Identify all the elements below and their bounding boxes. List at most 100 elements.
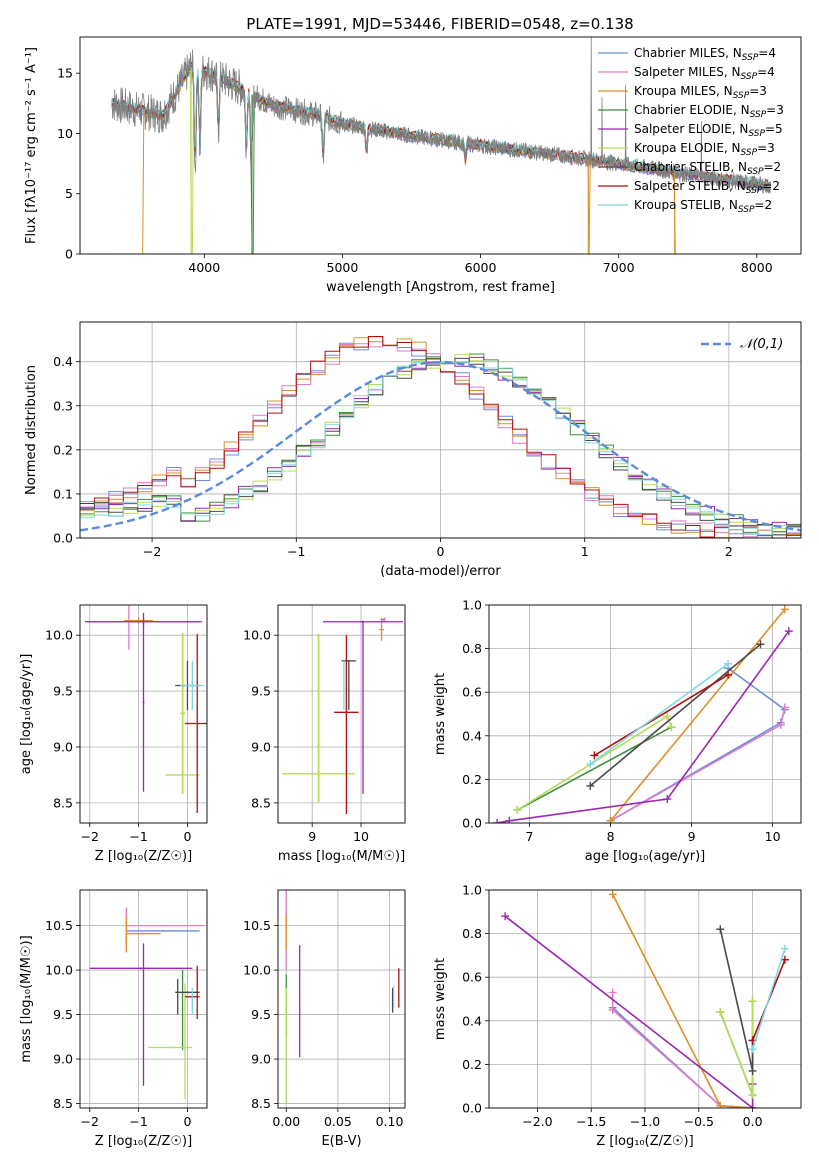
mass-vs-ebv-panel: 0.00 0.05 0.10 8.5 9.0 9.5 10.0 10.5 E(B-V) <box>243 889 406 1149</box>
legend-entry: Chabrier ELODIE, NSSP=3 <box>634 103 784 120</box>
x-tick-label: −1.5 <box>576 1114 606 1129</box>
legend-value: =3 <box>766 103 784 117</box>
x-axis-label: Z [log₁₀(Z/Z☉)] <box>95 849 192 864</box>
x-tick-label: 0.05 <box>324 1114 352 1129</box>
weight-marker <box>513 805 522 814</box>
axes: −2 −1 0 8.5 9.0 9.5 10.0 Z [log₁₀(Z/Z☉)] age [lo… <box>19 604 208 864</box>
plot-area <box>493 605 793 823</box>
x-tick-label: −1.0 <box>630 1114 660 1129</box>
x-tick-label: −2 <box>81 829 99 844</box>
y-tick-label: 0.4 <box>53 354 73 369</box>
legend-value: =5 <box>765 122 783 136</box>
legend-subscript: SSP <box>746 186 763 196</box>
legend-subscript: SSP <box>741 148 758 158</box>
y-tick-label: 9.5 <box>53 1007 73 1022</box>
y-tick-label: 15 <box>57 66 73 81</box>
y-tick-label: 1.0 <box>462 598 482 613</box>
residuals-panel: −2 −1 0 1 2 0.0 0.1 0.2 0.3 0.4 (data-model)/error… <box>24 321 802 579</box>
axes-frame <box>79 889 208 1109</box>
axes-frame <box>277 889 406 1109</box>
weight-line-2 <box>609 608 786 822</box>
weight-marker <box>667 723 676 732</box>
x-tick-label: 10 <box>765 829 781 844</box>
weight-marker <box>586 760 595 769</box>
y-tick-label: 9.0 <box>251 1052 271 1067</box>
weight-line-8 <box>751 948 786 1050</box>
y-tick-label: 9.5 <box>251 1007 271 1022</box>
y-tick-label: 0.0 <box>53 531 73 546</box>
legend-subscript: SSP <box>742 53 759 63</box>
mass-vs-z-panel: −2 −1 0 8.5 9.0 9.5 10.0 10.5 Z [log₁₀(Z/Z☉)] mas… <box>19 889 208 1149</box>
y-tick-label: 8.5 <box>251 795 271 810</box>
legend-subscript: SSP <box>733 91 750 101</box>
weight-line-3 <box>517 726 672 811</box>
y-tick-label: 10.0 <box>243 963 271 978</box>
legend-subscript: SSP <box>747 167 764 177</box>
legend-entry: Kroupa MILES, NSSP=3 <box>634 84 767 101</box>
x-axis-label: Z [log₁₀(Z/Z☉)] <box>596 1134 693 1149</box>
figure-title: PLATE=1991, MJD=53446, FIBERID=0548, z=0… <box>246 15 633 33</box>
x-axis-label: Z [log₁₀(Z/Z☉)] <box>95 1134 192 1149</box>
weight-marker <box>748 1104 757 1108</box>
legend-value: =4 <box>757 65 775 79</box>
legend-value: =2 <box>762 179 780 193</box>
y-axis-label: age [log₁₀(age/yr)] <box>19 654 34 775</box>
x-tick-label: 0.0 <box>743 1114 763 1129</box>
x-tick-label: −2 <box>81 1114 99 1129</box>
x-axis-label: E(B-V) <box>321 1134 361 1149</box>
weight-marker <box>505 816 514 823</box>
weight-marker <box>663 712 672 721</box>
legend-value: =2 <box>754 198 772 212</box>
y-tick-label: 0.1 <box>53 486 73 501</box>
x-tick-label: 8000 <box>741 260 773 275</box>
x-tick-label: −0.5 <box>684 1114 714 1129</box>
x-axis-label: wavelength [Angstrom, rest frame] <box>326 280 555 295</box>
weight-marker <box>780 944 789 953</box>
axes-frame <box>277 604 406 824</box>
axes: 0.00 0.05 0.10 8.5 9.0 9.5 10.0 10.5 E(B-V) <box>243 889 406 1149</box>
axes: 9 10 8.5 9.0 9.5 10.0 mass [log₁₀(M/M☉)] <box>243 604 406 864</box>
y-tick-label: 0.8 <box>462 641 482 656</box>
spectrum-panel: 4000 5000 6000 7000 8000 0 5 10 15 wavelength [An… <box>24 36 802 295</box>
residuals-legend: 𝒩(0,1) <box>701 337 783 352</box>
axes-frame <box>79 321 802 539</box>
y-tick-label: 10.0 <box>45 963 73 978</box>
age-vs-mass-panel: 9 10 8.5 9.0 9.5 10.0 mass [log₁₀(M/M☉)] <box>243 604 406 864</box>
weight-marker <box>784 627 793 636</box>
axes-frame <box>79 36 802 255</box>
y-tick-label: 10.0 <box>45 628 73 643</box>
y-tick-label: 9.5 <box>53 684 73 699</box>
grid <box>278 890 405 1108</box>
plot-area <box>80 336 801 538</box>
legend-subscript: SSP <box>741 72 758 82</box>
y-tick-label: 10.5 <box>243 918 271 933</box>
observed-spectrum <box>111 37 771 194</box>
legend-value: =4 <box>758 46 776 60</box>
axes: 7 8 9 10 0.0 0.2 0.4 0.6 0.8 1.0 age [log₁₀(age/yr… <box>433 598 802 864</box>
weight-marker <box>780 605 789 614</box>
y-tick-label: 8.5 <box>53 1096 73 1111</box>
y-tick-label: 0.0 <box>462 1101 482 1116</box>
axes-frame <box>488 604 802 824</box>
x-tick-label: 7 <box>526 829 534 844</box>
y-tick-label: 9.5 <box>251 684 271 699</box>
legend-value: =3 <box>749 84 767 98</box>
y-tick-label: 0 <box>65 247 73 262</box>
x-tick-label: −2 <box>143 544 161 559</box>
weight-marker <box>748 1066 757 1075</box>
x-tick-label: −2.0 <box>522 1114 552 1129</box>
legend-subscript: SSP <box>738 205 755 215</box>
y-tick-label: 0.8 <box>462 926 482 941</box>
y-tick-label: 0.4 <box>462 1013 482 1028</box>
weight-marker <box>586 781 595 790</box>
weight-marker <box>724 670 733 679</box>
weight-marker <box>608 890 617 899</box>
x-tick-label: 6000 <box>465 260 497 275</box>
weight-marker <box>608 988 617 997</box>
y-tick-label: 0.4 <box>462 728 482 743</box>
grid <box>489 889 801 1109</box>
x-axis-label: mass [log₁₀(M/M☉)] <box>278 849 405 864</box>
x-tick-label: 0.00 <box>272 1114 300 1129</box>
residual-hist-6 <box>80 357 801 536</box>
x-tick-label: 5000 <box>327 260 359 275</box>
